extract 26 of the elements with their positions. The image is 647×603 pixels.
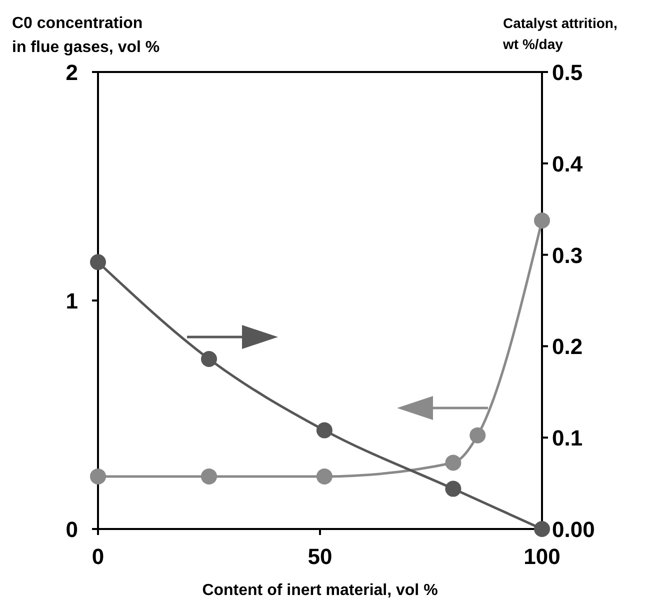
- point: [201, 468, 217, 484]
- y-axis-title: C0 concentration in flue gases, vol %: [12, 15, 160, 56]
- x-axis-title: Content of inert material, vol %: [202, 582, 438, 599]
- point: [316, 468, 332, 484]
- y2-tick-label: 0.2: [552, 334, 583, 360]
- point: [445, 480, 462, 497]
- y2-tick-label: 0.5: [552, 60, 583, 85]
- y-tick-label: 0: [66, 517, 78, 542]
- y2-tick-label: 0.00: [552, 517, 595, 542]
- point: [445, 454, 462, 471]
- y2-tick-label: 0.1: [552, 426, 583, 451]
- x-tick-label: 0: [92, 544, 104, 569]
- y-tick-label: 1: [66, 288, 78, 314]
- x-tick-label: 100: [524, 544, 560, 569]
- y2-tick-label: 0.4: [552, 151, 584, 176]
- y2-tick-label: 0.3: [552, 242, 583, 268]
- point: [470, 427, 486, 444]
- x-tick-label: 50: [308, 544, 332, 569]
- y-tick-label: 2: [66, 60, 78, 85]
- point: [201, 350, 217, 367]
- y2-axis-title: Catalyst attrition, wt %/day: [502, 15, 618, 52]
- point: [534, 521, 550, 537]
- point: [90, 468, 106, 484]
- point: [316, 422, 332, 438]
- point: [534, 212, 550, 229]
- point: [90, 254, 106, 270]
